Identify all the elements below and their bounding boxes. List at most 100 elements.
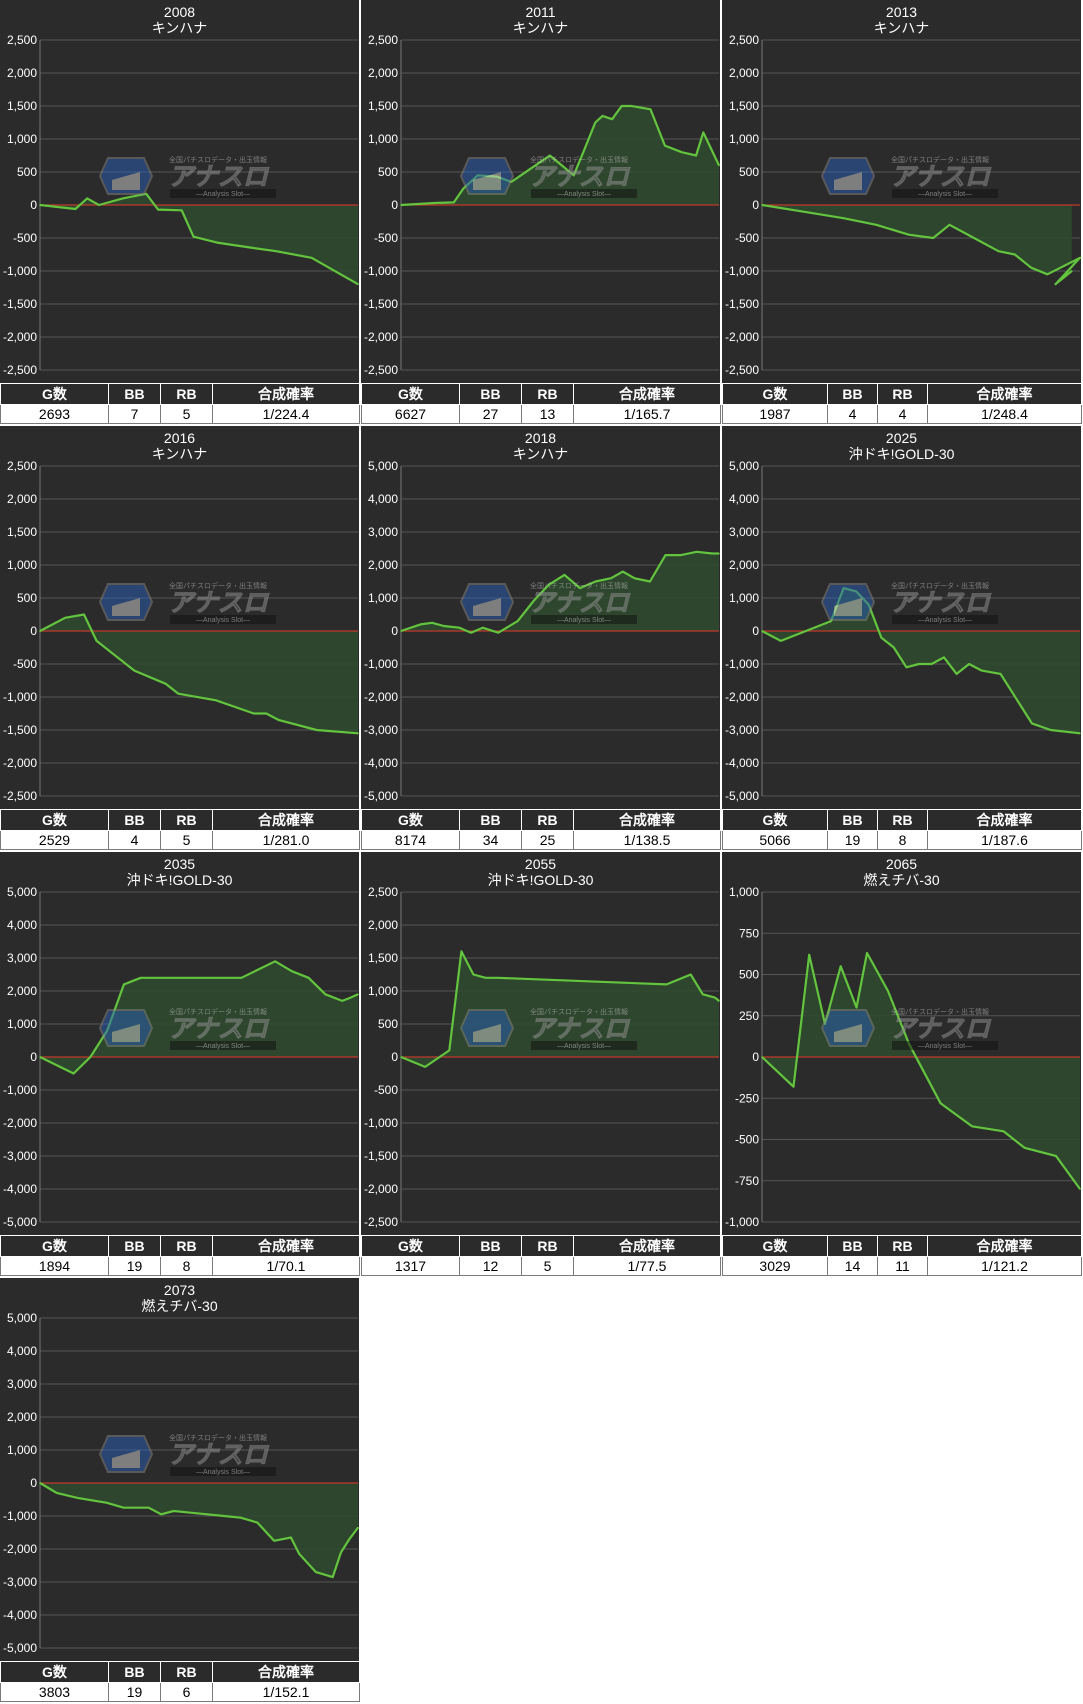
svg-text:全国パチスロデータ・出玉情報: 全国パチスロデータ・出玉情報: [169, 155, 267, 164]
svg-text:—Analysis Slot—: —Analysis Slot—: [557, 1043, 611, 1050]
data-point: [561, 164, 563, 167]
data-point: [223, 1515, 225, 1517]
data-point: [905, 666, 908, 669]
chart-subtitle: 燃えチバ-30: [141, 1298, 217, 1314]
data-point: [458, 626, 461, 629]
data-point: [448, 1049, 451, 1052]
stats-value-rate: 1/70.1: [212, 1256, 360, 1276]
svg-text:アナスロ: アナスロ: [529, 163, 631, 191]
y-tick-label: -2,500: [364, 363, 398, 377]
chart-title: 2011: [525, 4, 555, 20]
y-tick-label: 500: [17, 591, 37, 605]
y-tick-label: 2,000: [7, 66, 37, 80]
y-tick-label: -500: [374, 231, 398, 245]
stats-header: BB: [108, 1235, 161, 1257]
area-fill: [40, 614, 358, 734]
data-point: [291, 970, 293, 972]
stats-value-g: 8174: [361, 830, 460, 850]
data-point: [95, 640, 98, 642]
y-tick-label: 750: [739, 926, 759, 940]
svg-text:—Analysis Slot—: —Analysis Slot—: [196, 1469, 250, 1476]
svg-text:アナスロ: アナスロ: [168, 1441, 270, 1469]
data-point: [189, 1511, 192, 1514]
data-point: [664, 144, 666, 147]
stats-table: G数 BB RB 合成確率 3029 14 11 1/121.2: [722, 1235, 1082, 1276]
y-tick-label: 0: [752, 624, 759, 638]
stats-value-rb: 5: [521, 1256, 574, 1276]
y-tick-label: -2,000: [3, 1116, 37, 1130]
data-point: [1079, 1188, 1081, 1190]
data-point: [855, 1006, 858, 1009]
data-point: [419, 623, 422, 626]
stats-value-g: 2529: [0, 830, 109, 850]
data-point: [680, 151, 683, 153]
data-point: [215, 699, 217, 702]
data-point: [357, 993, 359, 996]
stats-table: G数 BB RB 合成確率 3803 19 6 1/152.1: [0, 1661, 360, 1702]
data-point: [808, 953, 810, 956]
y-tick-label: 250: [739, 1009, 759, 1023]
svg-text:—Analysis Slot—: —Analysis Slot—: [918, 1043, 972, 1050]
data-point: [939, 1102, 942, 1104]
data-point: [324, 993, 327, 996]
data-point: [39, 1482, 41, 1484]
data-point: [156, 977, 159, 979]
stats-header: 合成確率: [573, 1235, 721, 1257]
data-point: [516, 620, 519, 622]
y-tick-label: -1,000: [725, 1215, 759, 1229]
chart-panel: 2055 沖ドキ!GOLD-30 2,500 2,000 1,500 1,000 500 0 -…: [361, 852, 721, 1276]
y-tick-label: 2,500: [368, 33, 398, 47]
data-point: [718, 164, 720, 167]
stats-value-g: 1894: [0, 1256, 109, 1276]
data-point: [1079, 732, 1081, 735]
svg-text:全国パチスロデータ・出玉情報: 全国パチスロデータ・出玉情報: [169, 581, 267, 590]
y-tick-label: 0: [752, 198, 759, 212]
data-point: [1079, 257, 1081, 259]
area-fill: [762, 205, 1080, 285]
stats-table: G数 BB RB 合成確率 1987 4 4 1/248.4: [722, 383, 1082, 424]
data-point: [887, 990, 889, 992]
data-point: [649, 108, 652, 111]
data-point: [145, 193, 148, 195]
area-fill: [40, 193, 358, 285]
stats-value-bb: 19: [108, 1682, 161, 1702]
data-point: [400, 204, 402, 206]
y-tick-label: -2,000: [364, 330, 398, 344]
data-point: [529, 167, 532, 170]
stats-value-bb: 12: [459, 1256, 522, 1276]
data-point: [893, 646, 895, 649]
data-point: [880, 636, 883, 639]
data-point: [680, 554, 682, 556]
y-tick-label: 5,000: [7, 1311, 37, 1325]
data-point: [278, 719, 280, 721]
stats-value-rb: 8: [160, 1256, 213, 1276]
data-point: [83, 613, 85, 616]
data-point: [460, 950, 463, 953]
stats-header: RB: [160, 809, 213, 831]
chart-subtitle: キンハナ: [152, 20, 208, 36]
data-point: [1046, 273, 1049, 276]
y-tick-label: -1,500: [3, 297, 37, 311]
y-tick-label: 1,000: [7, 558, 37, 572]
stats-header: 合成確率: [212, 1661, 360, 1683]
stats-value-g: 5066: [722, 830, 828, 850]
chart-panel: 2065 燃えチバ-30 1,000 750 500 250 0 -250 -500 -750 -1…: [722, 852, 1082, 1276]
stats-header: G数: [361, 1235, 460, 1257]
stats-value-rate: 1/138.5: [573, 830, 721, 850]
data-point: [273, 1540, 275, 1542]
chart-title: 2016: [164, 430, 195, 446]
stats-table: G数 BB RB 合成確率 1894 19 8 1/70.1: [0, 1235, 360, 1276]
svg-text:全国パチスロデータ・出玉情報: 全国パチスロデータ・出玉情報: [891, 155, 989, 164]
stats-value-rate: 1/121.2: [927, 1256, 1082, 1276]
data-point: [341, 1000, 344, 1002]
data-point: [39, 204, 41, 206]
svg-text:—Analysis Slot—: —Analysis Slot—: [918, 191, 972, 198]
data-point: [932, 237, 934, 239]
data-point: [548, 584, 550, 586]
y-tick-label: -1,500: [3, 723, 37, 737]
